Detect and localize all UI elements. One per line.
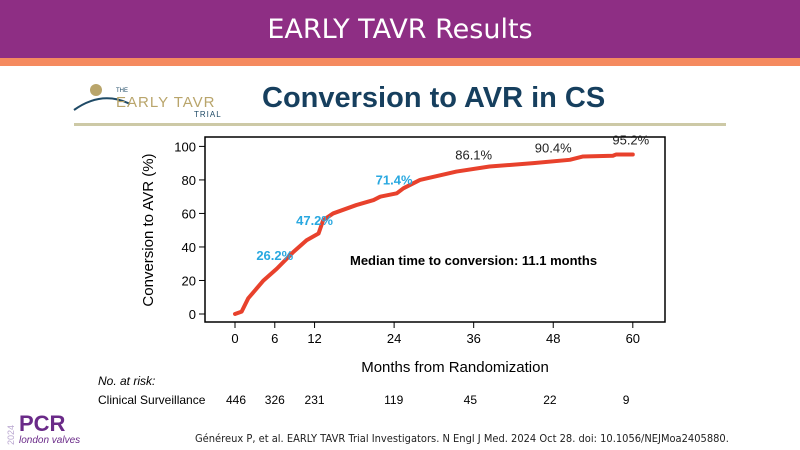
early-tavr-logo: THE EARLY TAVR TRIAL [73, 84, 222, 119]
data-label: 90.4% [535, 140, 572, 155]
data-label: 26.2% [256, 248, 293, 263]
at-risk-heading: No. at risk: [98, 374, 156, 388]
svg-text:PCR: PCR [19, 411, 66, 436]
slide-header: EARLY TAVR Results [0, 0, 800, 58]
logo-the-text: THE [116, 88, 128, 94]
at-risk-value: 231 [304, 393, 325, 407]
y-axis-label: Conversion to AVR (%) [140, 153, 157, 306]
at-risk-value: 446 [226, 393, 247, 407]
x-tick-label: 48 [546, 331, 560, 346]
at-risk-value: 119 [384, 393, 404, 407]
conversion-chart: 0 20 40 60 80 100 0 6 12 24 36 48 60 Conversion to AV… [140, 132, 666, 376]
y-tick-label: 40 [182, 240, 196, 255]
at-risk-value: 45 [463, 393, 478, 407]
at-risk-value: 22 [543, 393, 557, 407]
x-tick-label: 6 [271, 331, 278, 346]
data-label: 95.2% [612, 132, 649, 147]
data-label: 47.2% [296, 213, 333, 228]
at-risk-value: 9 [622, 393, 630, 407]
x-tick-label: 60 [626, 331, 640, 346]
plot-frame [204, 136, 666, 323]
header-stripe [0, 58, 800, 66]
pcr-london-valves-logo: 2024 PCR london valves [6, 411, 80, 446]
x-tick-label: 12 [307, 331, 321, 346]
y-tick-label: 60 [182, 206, 196, 221]
x-tick-label: 0 [231, 331, 238, 346]
logo-trial-text: TRIAL [194, 110, 222, 119]
y-tick-label: 80 [182, 173, 196, 188]
x-tick-label: 36 [466, 331, 480, 346]
svg-text:london valves: london valves [19, 435, 80, 446]
x-tick-label: 24 [387, 331, 401, 346]
at-risk-label: Clinical Surveillance [98, 393, 206, 407]
slide-title: Conversion to AVR in CS [262, 82, 606, 114]
x-axis-label: Months from Randomization [361, 359, 549, 376]
data-label: 71.4% [376, 172, 413, 187]
title-rule [74, 123, 726, 126]
logo-main-text: EARLY TAVR [116, 94, 215, 111]
svg-text:2024: 2024 [6, 425, 16, 445]
at-risk-value: 326 [264, 393, 285, 407]
data-label: 86.1% [455, 148, 492, 163]
y-tick-label: 20 [182, 273, 196, 288]
y-tick-label: 0 [189, 307, 196, 322]
citation: Généreux P, et al. EARLY TAVR Trial Inve… [195, 432, 729, 445]
y-tick-label: 100 [174, 139, 196, 154]
conversion-curve [233, 152, 635, 316]
median-note: Median time to conversion: 11.1 months [350, 253, 597, 268]
